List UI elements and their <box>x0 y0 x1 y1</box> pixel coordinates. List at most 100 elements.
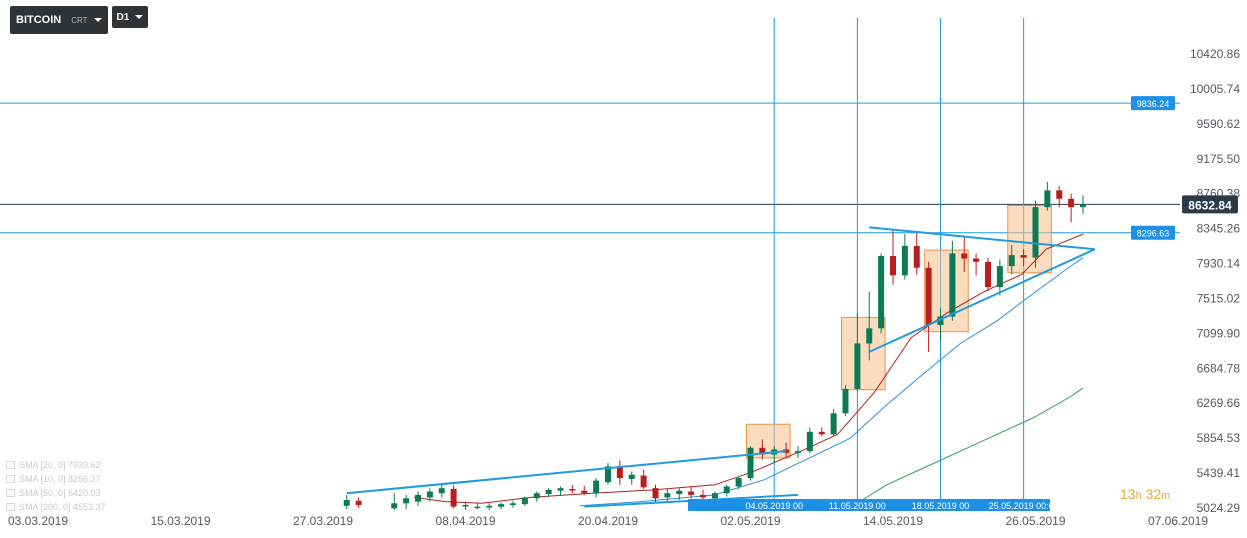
candle-body <box>403 498 410 504</box>
price-tick-label: 9175.50 <box>1197 152 1241 166</box>
candle-countdown: 13h 32m <box>1120 486 1170 502</box>
candle-body <box>343 499 350 506</box>
candle-body <box>985 261 991 288</box>
price-tick-label: 5854.53 <box>1197 431 1241 445</box>
indicator-icon <box>6 475 15 483</box>
indicator-icon <box>6 461 15 469</box>
symbol-selector[interactable]: BITCOIN CRT <box>10 6 108 34</box>
candle-body <box>486 505 493 508</box>
candle-body <box>450 489 457 507</box>
candle-body <box>355 500 362 505</box>
current-price-label: 8632.84 <box>1188 198 1232 212</box>
candle-body <box>854 343 861 389</box>
candle-body <box>1008 255 1015 267</box>
candle-body <box>830 413 837 435</box>
candle-body <box>640 475 647 488</box>
timeframe-label: D1 <box>116 11 130 23</box>
candle-body <box>1020 255 1027 258</box>
vline-date-label: 11.05.2019 00 <box>829 501 886 511</box>
candle-body <box>973 258 980 262</box>
candle-body <box>806 431 813 452</box>
candle-body <box>961 253 968 259</box>
candle-body <box>510 503 516 505</box>
price-tick-label: 7515.02 <box>1197 291 1241 305</box>
level-tag-label: 8296.63 <box>1137 229 1170 239</box>
date-tick-label: 26.05.2019 <box>1005 514 1065 528</box>
candle-body <box>818 431 825 435</box>
candle-body <box>498 504 505 507</box>
trendline <box>869 226 1095 251</box>
candle-body <box>996 266 1003 288</box>
candle-body <box>557 488 564 491</box>
level-tag <box>1131 96 1175 111</box>
date-tick-label: 07.06.2019 <box>1148 514 1208 528</box>
candle-body <box>438 488 445 494</box>
trendline <box>346 450 787 495</box>
date-tick-label: 14.05.2019 <box>863 514 923 528</box>
candle-body <box>521 497 528 505</box>
legend-label: SMA [20, 0] 7939.62 <box>19 460 101 470</box>
date-tick-label: 27.03.2019 <box>293 514 353 528</box>
highlight-box <box>841 316 886 391</box>
price-tick-label: 9590.62 <box>1197 117 1241 131</box>
sma-50-line <box>579 257 1084 507</box>
candle-body <box>391 503 398 509</box>
price-tick-label: 7930.14 <box>1197 257 1241 271</box>
symbol-subtype: CRT <box>71 15 88 25</box>
candle-body <box>1044 190 1051 208</box>
candle-body <box>426 491 433 498</box>
date-tick-label: 15.03.2019 <box>150 514 210 528</box>
price-tick-label: 5439.41 <box>1197 466 1241 480</box>
candle-body <box>795 451 801 453</box>
vline-date-label: 04.05.2019 00 <box>745 501 803 511</box>
countdown-hours-unit: h <box>1135 490 1142 502</box>
vline-label-strip <box>688 499 1050 511</box>
highlight-box <box>1007 205 1052 274</box>
candle-body <box>688 491 695 495</box>
indicator-icon <box>6 503 15 511</box>
candle-body <box>1080 204 1086 208</box>
candle-body <box>533 493 540 499</box>
date-tick-label: 08.04.2019 <box>435 514 495 528</box>
level-tag <box>1131 225 1175 240</box>
indicator-icon <box>6 489 15 497</box>
legend-label: SMA [10, 0] 8256.37 <box>19 474 101 484</box>
price-tick-label: 6269.66 <box>1197 396 1241 410</box>
chevron-down-icon <box>93 18 102 22</box>
price-tick-label: 7099.90 <box>1197 326 1241 340</box>
legend-item[interactable]: SMA [200, 0] 4553.37 <box>6 500 106 514</box>
candle-body <box>581 490 588 494</box>
chart-toolbar: BITCOIN CRT D1 <box>10 6 149 34</box>
price-tick-label: 6684.78 <box>1197 361 1241 375</box>
trendline <box>868 248 1096 353</box>
timeframe-selector[interactable]: D1 <box>111 6 149 28</box>
candle-body <box>474 506 481 509</box>
candle-body <box>605 466 611 483</box>
candle-body <box>759 447 766 455</box>
candle-body <box>545 489 552 495</box>
vline-date-label: 18.05.2019 00 <box>912 501 970 511</box>
date-tick-label: 20.04.2019 <box>578 514 638 528</box>
vline-date-label: 25.05.2019 00:00 <box>989 501 1059 511</box>
candle-body <box>415 494 421 502</box>
candle-body <box>652 488 659 499</box>
candle-body <box>593 480 600 494</box>
chevron-down-icon <box>135 15 144 19</box>
candle-body <box>925 267 932 325</box>
countdown-hours: 13 <box>1120 486 1136 502</box>
highlight-box <box>924 249 969 333</box>
legend-item[interactable]: SMA [50, 0] 6420.03 <box>6 486 106 500</box>
candle-body <box>842 388 849 414</box>
candle-body <box>676 490 683 495</box>
legend-item[interactable]: SMA [10, 0] 8256.37 <box>6 472 106 486</box>
candle-body <box>723 486 730 494</box>
date-tick-label: 02.05.2019 <box>720 514 780 528</box>
candle-body <box>569 489 576 491</box>
indicator-legend: SMA [20, 0] 7939.62 SMA [10, 0] 8256.37 … <box>6 458 106 514</box>
candle-body <box>711 493 718 499</box>
candle-body <box>1056 190 1063 199</box>
legend-item[interactable]: SMA [20, 0] 7939.62 <box>6 458 106 472</box>
price-tick-label: 10420.86 <box>1190 47 1240 61</box>
candle-body <box>890 255 896 276</box>
